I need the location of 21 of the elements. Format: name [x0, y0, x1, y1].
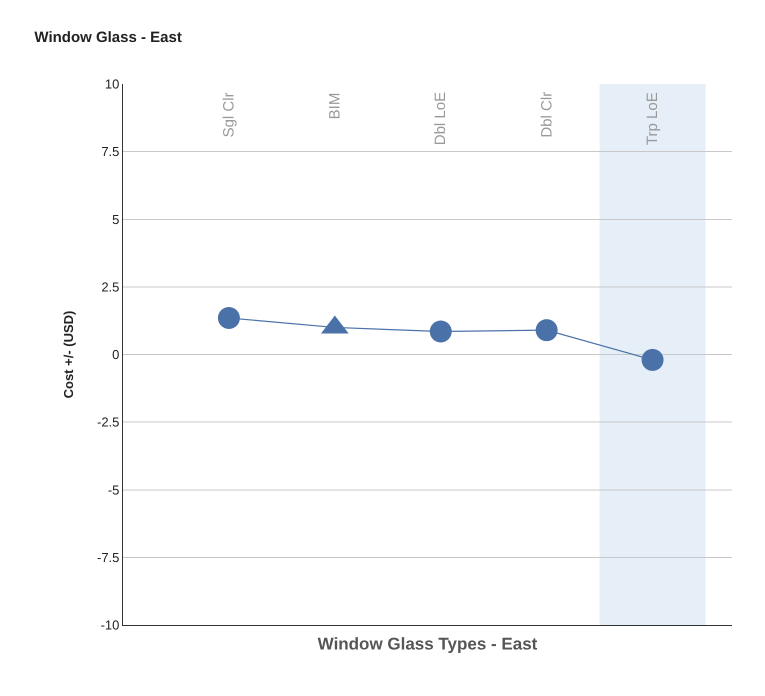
- chart-title: Window Glass - East: [34, 28, 182, 46]
- x-tick-label: Dbl LoE: [432, 92, 450, 146]
- y-tick-label: 0: [112, 347, 120, 362]
- x-tick-label: Sgl Clr: [220, 92, 238, 138]
- y-tick-label: -2.5: [96, 414, 120, 430]
- y-tick-label: -5: [108, 482, 120, 498]
- y-tick-label: -10: [100, 618, 120, 633]
- x-tick-label: Dbl Clr: [538, 92, 556, 138]
- point: [430, 320, 452, 342]
- point: [218, 306, 240, 329]
- point: [536, 319, 558, 342]
- y-tick-label: -7.5: [96, 550, 120, 565]
- y-tick-label: 5: [112, 212, 120, 227]
- y-tick-label: 10: [104, 76, 120, 92]
- y-tick-label: 2.5: [101, 279, 120, 294]
- y-tick-label: 7.5: [101, 144, 120, 160]
- point: [642, 348, 664, 371]
- x-tick-label: BIM: [326, 92, 344, 120]
- x-tick-label: Trp LoE: [644, 92, 662, 146]
- x-axis-title: Window Glass Types - East: [318, 634, 538, 654]
- y-axis-title: Cost +/- (USD): [60, 310, 76, 398]
